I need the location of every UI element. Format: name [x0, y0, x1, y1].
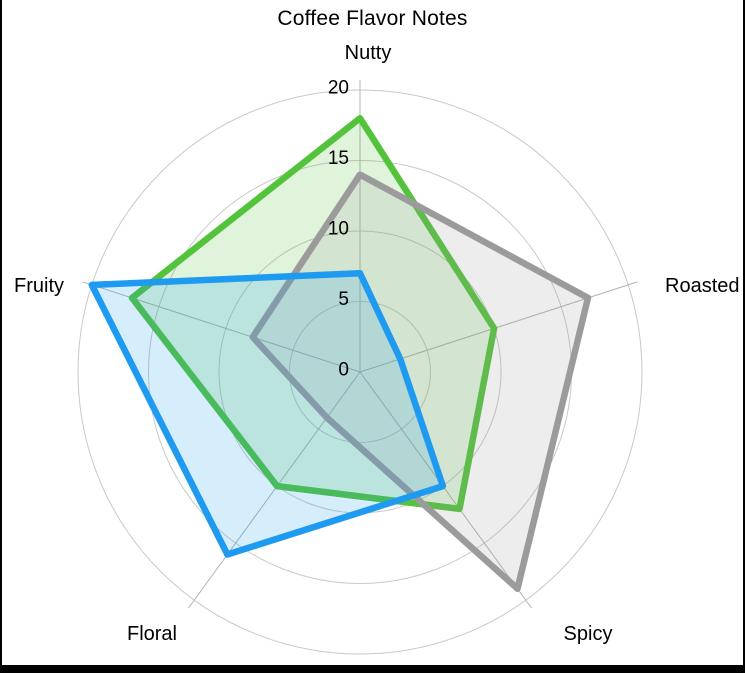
axis-spoke-roasted — [359, 281, 638, 373]
category-label-floral: Floral — [127, 623, 177, 645]
category-label-fruity: Fruity — [14, 275, 64, 297]
tick-label-5: 5 — [338, 289, 349, 310]
series-outline-gray-series — [249, 171, 592, 592]
series-fill-gray-series — [252, 174, 588, 589]
axis-spoke-fruity — [82, 281, 361, 373]
category-label-spicy: Spicy — [564, 623, 613, 645]
axis-spoke-spicy — [359, 371, 532, 609]
tick-label-0: 0 — [338, 360, 349, 381]
chart-title: Coffee Flavor Notes — [277, 7, 468, 30]
series-fill-blue-series — [91, 273, 443, 555]
series-outline-green-series — [128, 114, 498, 513]
radar-chart: 0 5 10 15 20 Nutty Roasted Spicy Floral Fruity — [14, 42, 740, 655]
axis-spoke-floral — [188, 371, 361, 609]
category-label-nutty: Nutty — [345, 42, 392, 64]
tick-label-10: 10 — [328, 219, 349, 240]
series-outline-blue-series — [88, 270, 447, 558]
tick-label-15: 15 — [328, 148, 349, 169]
category-label-roasted: Roasted — [665, 275, 740, 297]
tick-label-20: 20 — [328, 78, 349, 99]
